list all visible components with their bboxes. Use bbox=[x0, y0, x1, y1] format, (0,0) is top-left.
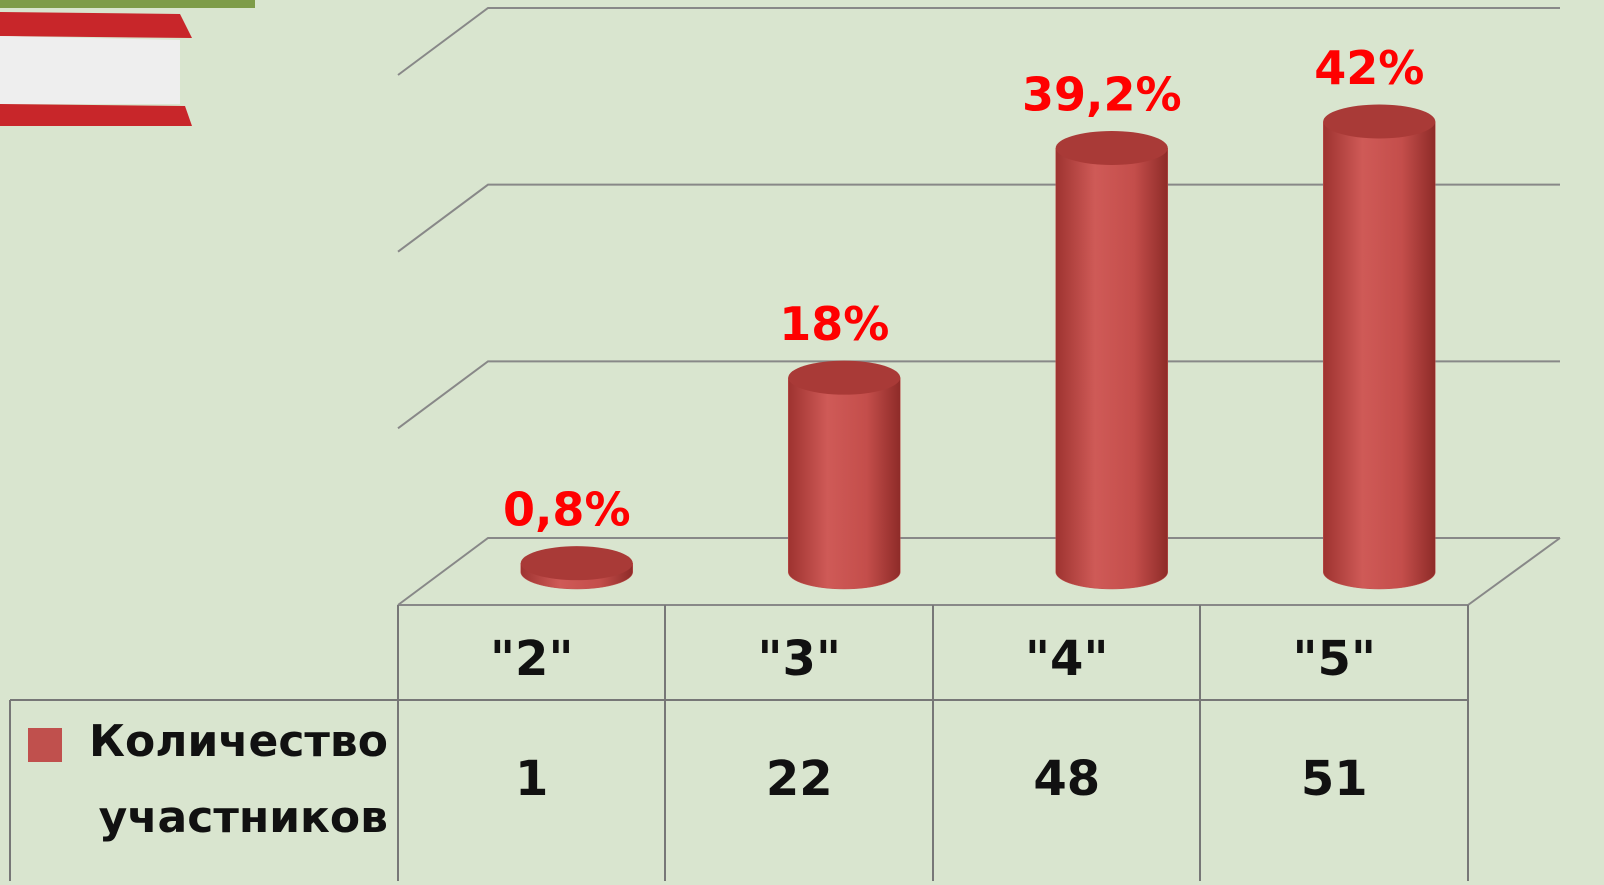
data-label: 0,8% bbox=[503, 483, 631, 537]
table-text: "2" 1 "3" 22 "4" 48 "5" 51 Количество участников bbox=[28, 631, 1376, 843]
table-value: 48 bbox=[1033, 751, 1100, 807]
category-label: "3" bbox=[758, 631, 841, 687]
category-label: "4" bbox=[1025, 631, 1108, 687]
grid-line bbox=[397, 7, 1560, 76]
grid-line bbox=[397, 183, 1560, 253]
bar bbox=[1055, 147, 1168, 590]
legend-line: Количество bbox=[89, 716, 388, 767]
grid-line bbox=[397, 360, 1560, 430]
legend-label: Количество участников bbox=[89, 716, 388, 843]
legend-swatch bbox=[28, 728, 62, 762]
data-table bbox=[9, 605, 1469, 881]
bar bbox=[788, 377, 901, 590]
bar-top bbox=[520, 546, 633, 581]
bar-top bbox=[788, 360, 901, 395]
table-value: 1 bbox=[515, 751, 548, 807]
category-label: "2" bbox=[490, 631, 573, 687]
category-label: "5" bbox=[1293, 631, 1376, 687]
grid-line bbox=[397, 537, 1560, 606]
table-value: 51 bbox=[1301, 751, 1368, 807]
data-label: 18% bbox=[779, 297, 889, 351]
bars: 0,8% 18% 39,2% 42% bbox=[503, 41, 1436, 590]
book-decoration bbox=[0, 0, 255, 126]
data-label: 42% bbox=[1314, 41, 1424, 95]
bar-top bbox=[1323, 104, 1436, 139]
table-value: 22 bbox=[766, 751, 833, 807]
data-label: 39,2% bbox=[1022, 68, 1182, 122]
bar-top bbox=[1055, 131, 1168, 165]
legend-line: участников bbox=[99, 792, 388, 843]
grid bbox=[397, 7, 1560, 606]
bar bbox=[1323, 121, 1436, 590]
